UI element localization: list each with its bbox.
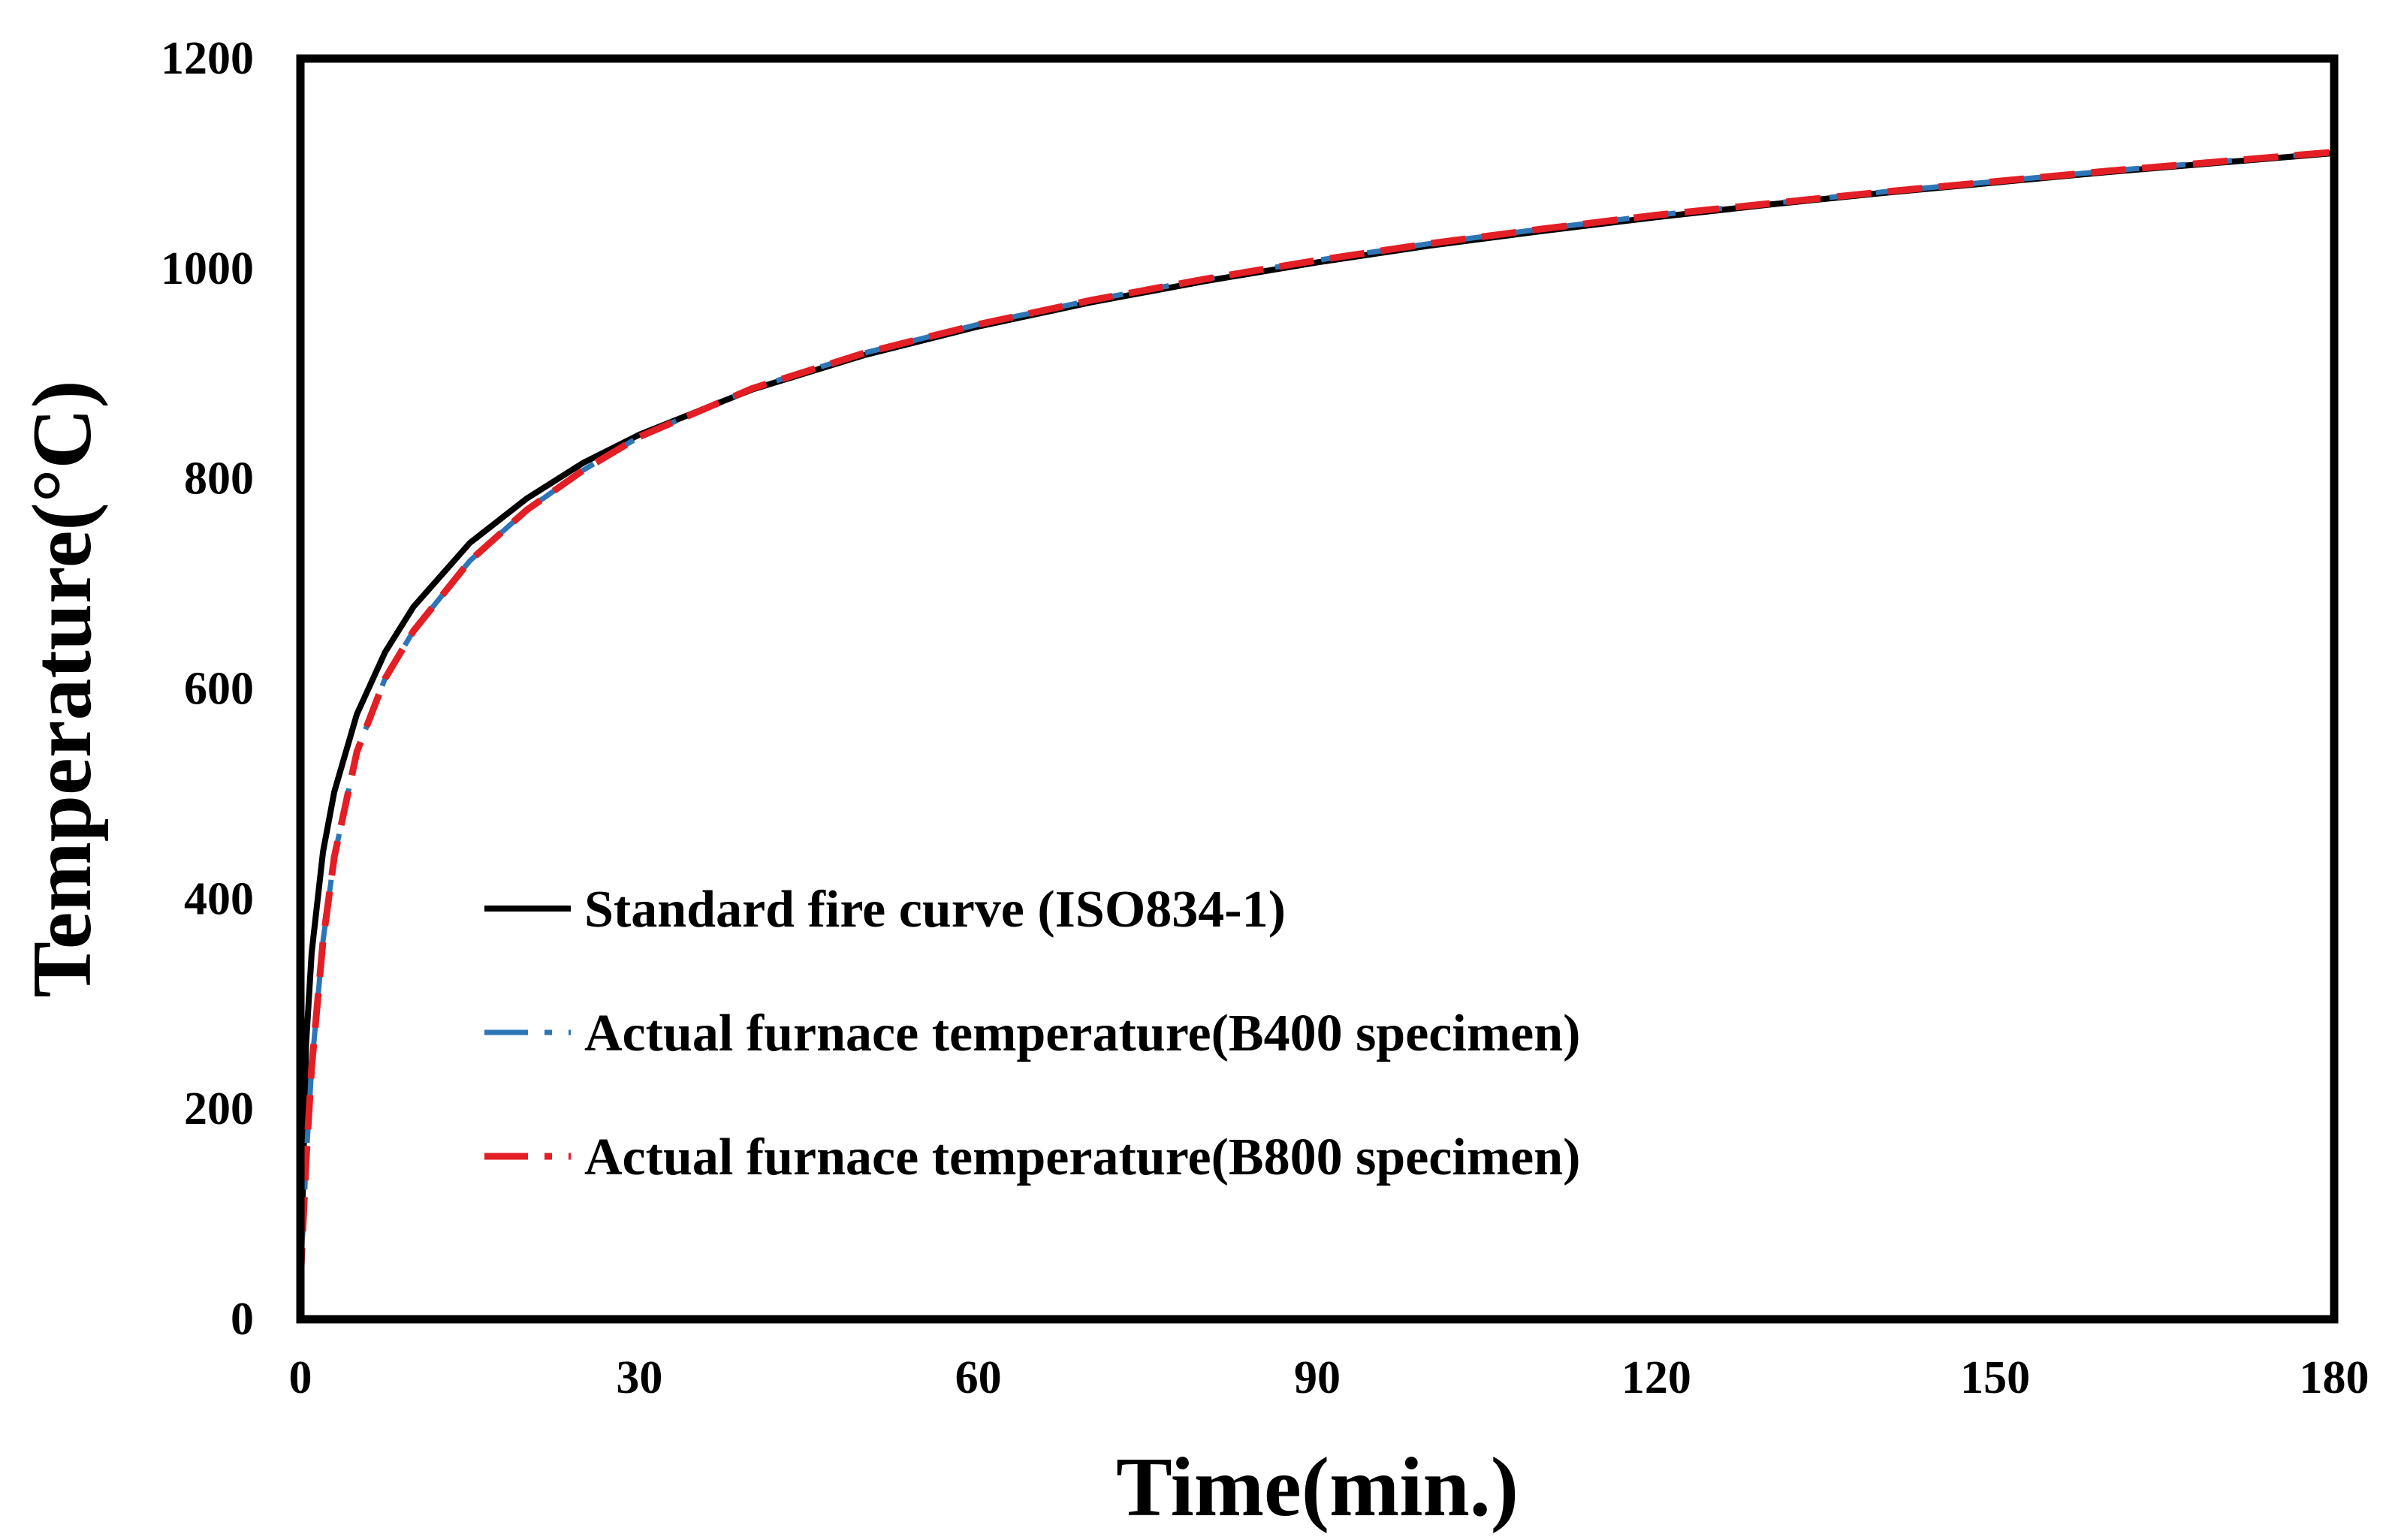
legend-label-3: Actual furnace temperature(B800 specimen… xyxy=(584,1129,1580,1186)
y-tick-label: 200 xyxy=(184,1083,254,1135)
series-line-3 xyxy=(297,149,2335,1283)
legend: Standard fire curve (ISO834-1) Actual fur… xyxy=(484,881,1580,1186)
y-axis-title: Temperature(°C) xyxy=(16,380,109,997)
x-tick-label: 60 xyxy=(955,1352,1002,1403)
y-tick-label: 0 xyxy=(231,1294,254,1345)
series-layer xyxy=(297,149,2335,1299)
legend-label-2: Actual furnace temperature(B400 specimen… xyxy=(584,1005,1580,1062)
y-tick-label: 400 xyxy=(184,873,254,924)
x-tick-label: 0 xyxy=(289,1352,312,1403)
y-tick-label: 1000 xyxy=(161,243,254,294)
x-tick-label: 180 xyxy=(2300,1352,2369,1403)
x-tick-label: 150 xyxy=(1960,1352,2030,1403)
legend-label-1: Standard fire curve (ISO834-1) xyxy=(584,881,1286,939)
x-axis-title: Time(min.) xyxy=(1116,1441,1519,1534)
x-tick-labels: 0 30 60 90 120 150 180 xyxy=(289,1352,2369,1403)
x-tick-label: 120 xyxy=(1621,1352,1691,1403)
y-tick-labels: 0 200 400 600 800 1000 1200 xyxy=(161,33,254,1345)
y-tick-label: 600 xyxy=(184,664,254,715)
x-tick-label: 30 xyxy=(616,1352,662,1403)
x-tick-label: 90 xyxy=(1294,1352,1341,1403)
y-tick-label: 800 xyxy=(184,454,254,505)
y-tick-label: 1200 xyxy=(161,33,254,84)
plot-area-frame xyxy=(296,54,2339,1324)
